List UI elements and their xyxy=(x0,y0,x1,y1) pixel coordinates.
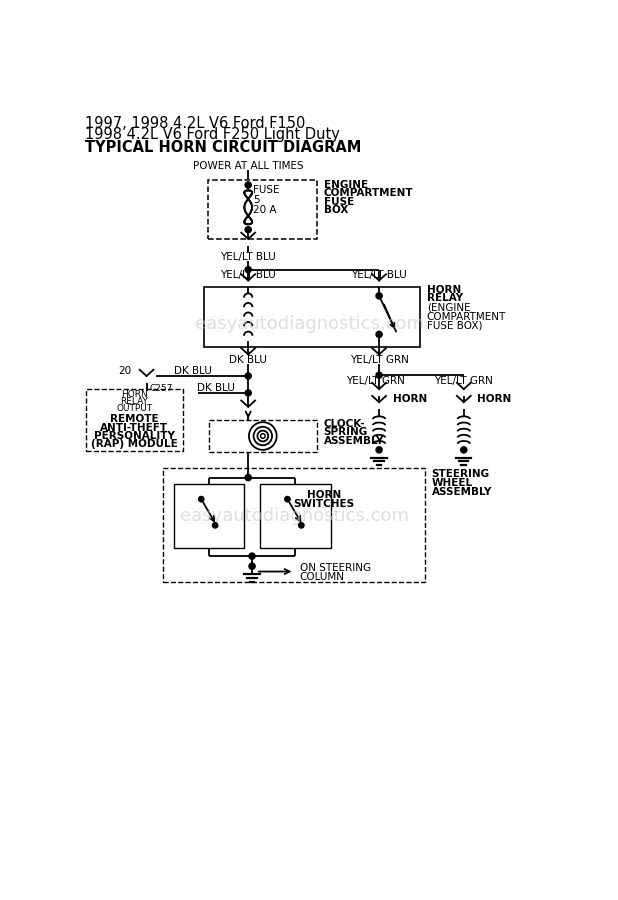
Circle shape xyxy=(245,373,252,379)
Text: ENGINE: ENGINE xyxy=(324,180,368,190)
Text: WHEEL: WHEEL xyxy=(431,478,473,488)
Bar xyxy=(209,419,318,452)
Circle shape xyxy=(376,292,382,299)
Text: SWITCHES: SWITCHES xyxy=(293,499,354,508)
Text: 1997, 1998 4.2L V6 Ford F150: 1997, 1998 4.2L V6 Ford F150 xyxy=(85,116,305,130)
Text: ASSEMBLY: ASSEMBLY xyxy=(324,436,384,446)
Circle shape xyxy=(198,497,204,502)
Text: STEERING: STEERING xyxy=(431,469,489,479)
Text: YEL/LT BLU: YEL/LT BLU xyxy=(221,252,276,262)
Bar xyxy=(205,286,420,346)
Text: DK BLU: DK BLU xyxy=(197,383,235,393)
Text: ANTI-THEFT: ANTI-THEFT xyxy=(100,423,168,433)
Text: SPRING: SPRING xyxy=(324,428,368,437)
Bar xyxy=(208,180,318,238)
Text: BOX: BOX xyxy=(324,205,348,215)
Text: HORN: HORN xyxy=(478,394,512,404)
Text: easyautodiagnostics.com: easyautodiagnostics.com xyxy=(180,507,409,525)
Circle shape xyxy=(249,563,255,569)
Text: TYPICAL HORN CIRCUIT DIAGRAM: TYPICAL HORN CIRCUIT DIAGRAM xyxy=(85,140,362,155)
Text: YEL/LT GRN: YEL/LT GRN xyxy=(350,355,408,365)
Text: ASSEMBLY: ASSEMBLY xyxy=(431,487,492,497)
Circle shape xyxy=(245,227,252,233)
Text: RELAY: RELAY xyxy=(427,293,463,303)
Bar xyxy=(87,389,183,451)
Bar xyxy=(260,484,331,548)
Circle shape xyxy=(245,182,252,188)
Text: (RAP) MODULE: (RAP) MODULE xyxy=(91,439,177,449)
Text: 20 A: 20 A xyxy=(253,204,276,214)
Circle shape xyxy=(460,446,467,453)
Circle shape xyxy=(376,331,382,338)
Text: REMOTE: REMOTE xyxy=(110,414,159,424)
Text: YEL/LT GRN: YEL/LT GRN xyxy=(434,376,493,386)
Text: RELAY: RELAY xyxy=(121,397,148,406)
Text: YEL/LT GRN: YEL/LT GRN xyxy=(346,376,405,386)
Circle shape xyxy=(376,446,382,453)
Text: HORN: HORN xyxy=(307,491,341,500)
Text: 1998 4.2L V6 Ford F250 Light Duty: 1998 4.2L V6 Ford F250 Light Duty xyxy=(85,128,340,142)
Text: COLUMN: COLUMN xyxy=(300,572,345,582)
Circle shape xyxy=(285,497,290,502)
Circle shape xyxy=(213,523,218,528)
Text: DK BLU: DK BLU xyxy=(174,366,212,376)
Text: OUTPUT: OUTPUT xyxy=(116,404,152,413)
Circle shape xyxy=(249,554,255,559)
Text: HORN: HORN xyxy=(393,394,427,404)
Text: FUSE: FUSE xyxy=(324,197,354,207)
Text: POWER AT ALL TIMES: POWER AT ALL TIMES xyxy=(193,161,303,171)
Text: HORN: HORN xyxy=(427,284,461,294)
Text: HORN: HORN xyxy=(121,390,148,399)
Bar xyxy=(174,484,244,548)
Bar xyxy=(164,468,425,581)
Circle shape xyxy=(245,474,252,481)
Text: YEL/LT BLU: YEL/LT BLU xyxy=(351,270,407,280)
Text: 5: 5 xyxy=(253,194,260,204)
Text: FUSE: FUSE xyxy=(253,185,279,195)
Text: (ENGINE: (ENGINE xyxy=(427,302,470,312)
Text: ON STEERING: ON STEERING xyxy=(300,563,371,573)
Text: YEL/LT BLU: YEL/LT BLU xyxy=(221,270,276,280)
Text: easyautodiagnostics.com: easyautodiagnostics.com xyxy=(195,315,425,333)
Text: COMPARTMENT: COMPARTMENT xyxy=(324,188,413,199)
Circle shape xyxy=(245,266,252,273)
Circle shape xyxy=(245,390,252,396)
Text: CLOCK-: CLOCK- xyxy=(324,418,365,428)
Text: C257: C257 xyxy=(150,383,173,392)
Text: FUSE BOX): FUSE BOX) xyxy=(427,321,482,331)
Circle shape xyxy=(376,372,382,378)
Circle shape xyxy=(298,523,304,528)
Text: DK BLU: DK BLU xyxy=(229,355,267,365)
Text: 20: 20 xyxy=(119,366,132,376)
Text: PERSONALITY: PERSONALITY xyxy=(94,431,175,441)
Text: COMPARTMENT: COMPARTMENT xyxy=(427,311,506,321)
